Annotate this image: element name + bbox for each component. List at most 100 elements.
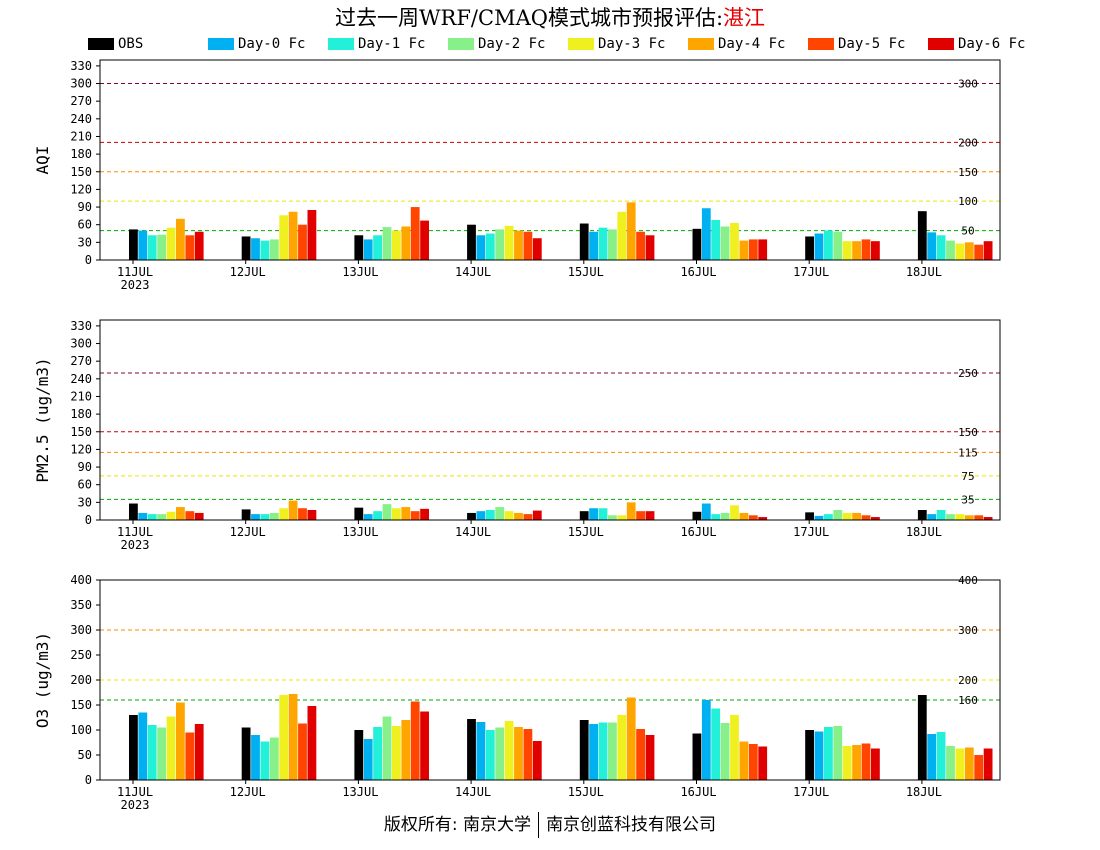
threshold-label: 75	[961, 470, 974, 483]
y-tick-label: 90	[78, 200, 92, 214]
legend-swatch	[688, 38, 714, 50]
x-tick-label: 12JUL	[230, 785, 266, 799]
bar	[504, 511, 514, 520]
legend-label: Day-3 Fc	[598, 36, 666, 52]
bar	[720, 226, 730, 260]
bar	[852, 241, 861, 260]
bar	[532, 238, 542, 260]
bar	[748, 239, 758, 260]
bar	[805, 512, 814, 520]
legend-swatch	[208, 38, 234, 50]
bar	[814, 515, 824, 520]
legend-swatch	[568, 38, 594, 50]
bar	[476, 235, 486, 260]
bar	[176, 507, 185, 520]
bar	[955, 514, 965, 520]
y-axis-label: O3 (ug/m3)	[33, 632, 52, 728]
bar	[485, 233, 495, 260]
y-tick-label: 240	[70, 372, 92, 386]
bar	[260, 240, 270, 260]
bar	[523, 729, 533, 780]
bar	[833, 726, 843, 780]
bar	[298, 723, 307, 780]
bar	[871, 241, 880, 260]
bar	[842, 746, 852, 780]
bar	[166, 227, 176, 260]
bar	[194, 231, 204, 260]
bar	[964, 515, 974, 520]
bar	[523, 231, 533, 260]
bar	[833, 510, 843, 520]
y-tick-label: 180	[70, 147, 92, 161]
x-tick-label: 11JUL	[117, 525, 153, 539]
y-tick-label: 300	[70, 77, 92, 91]
bar	[608, 515, 617, 520]
bar	[382, 716, 392, 780]
bar	[354, 507, 364, 520]
x-tick-label: 11JUL	[117, 265, 153, 279]
y-tick-label: 240	[70, 112, 92, 126]
bar	[842, 512, 852, 520]
legend-label: OBS	[118, 36, 144, 52]
bar	[636, 231, 645, 260]
bar	[636, 729, 645, 780]
bar	[861, 515, 871, 520]
bar	[748, 515, 758, 520]
bar	[946, 746, 955, 780]
threshold-label: 150	[958, 166, 978, 179]
x-tick-label: 14JUL	[455, 785, 491, 799]
bar	[288, 500, 298, 520]
bar	[467, 719, 476, 780]
copyright-left: 版权所有: 南京大学	[383, 815, 532, 835]
y-tick-label: 0	[85, 773, 92, 787]
bar	[532, 741, 542, 780]
bar	[251, 735, 260, 780]
bar	[269, 737, 279, 780]
legend-swatch	[928, 38, 954, 50]
y-tick-label: 60	[78, 478, 92, 492]
bar	[401, 507, 411, 520]
bar	[485, 730, 495, 780]
y-tick-label: 330	[70, 319, 92, 333]
y-tick-label: 330	[70, 59, 92, 73]
bar	[730, 222, 739, 260]
legend-label: Day-2 Fc	[478, 36, 546, 52]
bar	[974, 244, 984, 260]
x-tick-label: 18JUL	[906, 265, 942, 279]
legend-label: Day-6 Fc	[958, 36, 1026, 52]
bar	[692, 733, 702, 780]
bar	[955, 748, 965, 780]
bar	[730, 715, 739, 780]
bar	[194, 724, 204, 780]
bar	[420, 711, 429, 780]
bar	[617, 515, 627, 520]
bar	[758, 239, 768, 260]
bar	[927, 514, 937, 520]
bar	[392, 726, 401, 780]
bar	[166, 511, 176, 520]
bar	[373, 511, 382, 520]
bar	[467, 512, 476, 520]
threshold-label: 35	[961, 493, 974, 506]
y-tick-label: 270	[70, 94, 92, 108]
y-tick-label: 0	[85, 253, 92, 267]
bar	[363, 514, 373, 520]
bar	[626, 202, 636, 260]
bar	[579, 223, 589, 260]
bar	[626, 502, 636, 520]
y-tick-label: 250	[70, 648, 92, 662]
bar	[824, 230, 833, 260]
bar	[354, 235, 364, 260]
bar	[579, 720, 589, 780]
bar	[645, 735, 655, 780]
y-tick-label: 0	[85, 513, 92, 527]
x-tick-label: 17JUL	[793, 525, 829, 539]
bar	[279, 508, 289, 520]
bar	[758, 746, 768, 780]
bar	[307, 510, 317, 520]
plot-frame	[99, 59, 1001, 261]
y-tick-label: 270	[70, 354, 92, 368]
bar	[420, 508, 429, 520]
bar	[363, 739, 373, 780]
bar	[964, 747, 974, 780]
